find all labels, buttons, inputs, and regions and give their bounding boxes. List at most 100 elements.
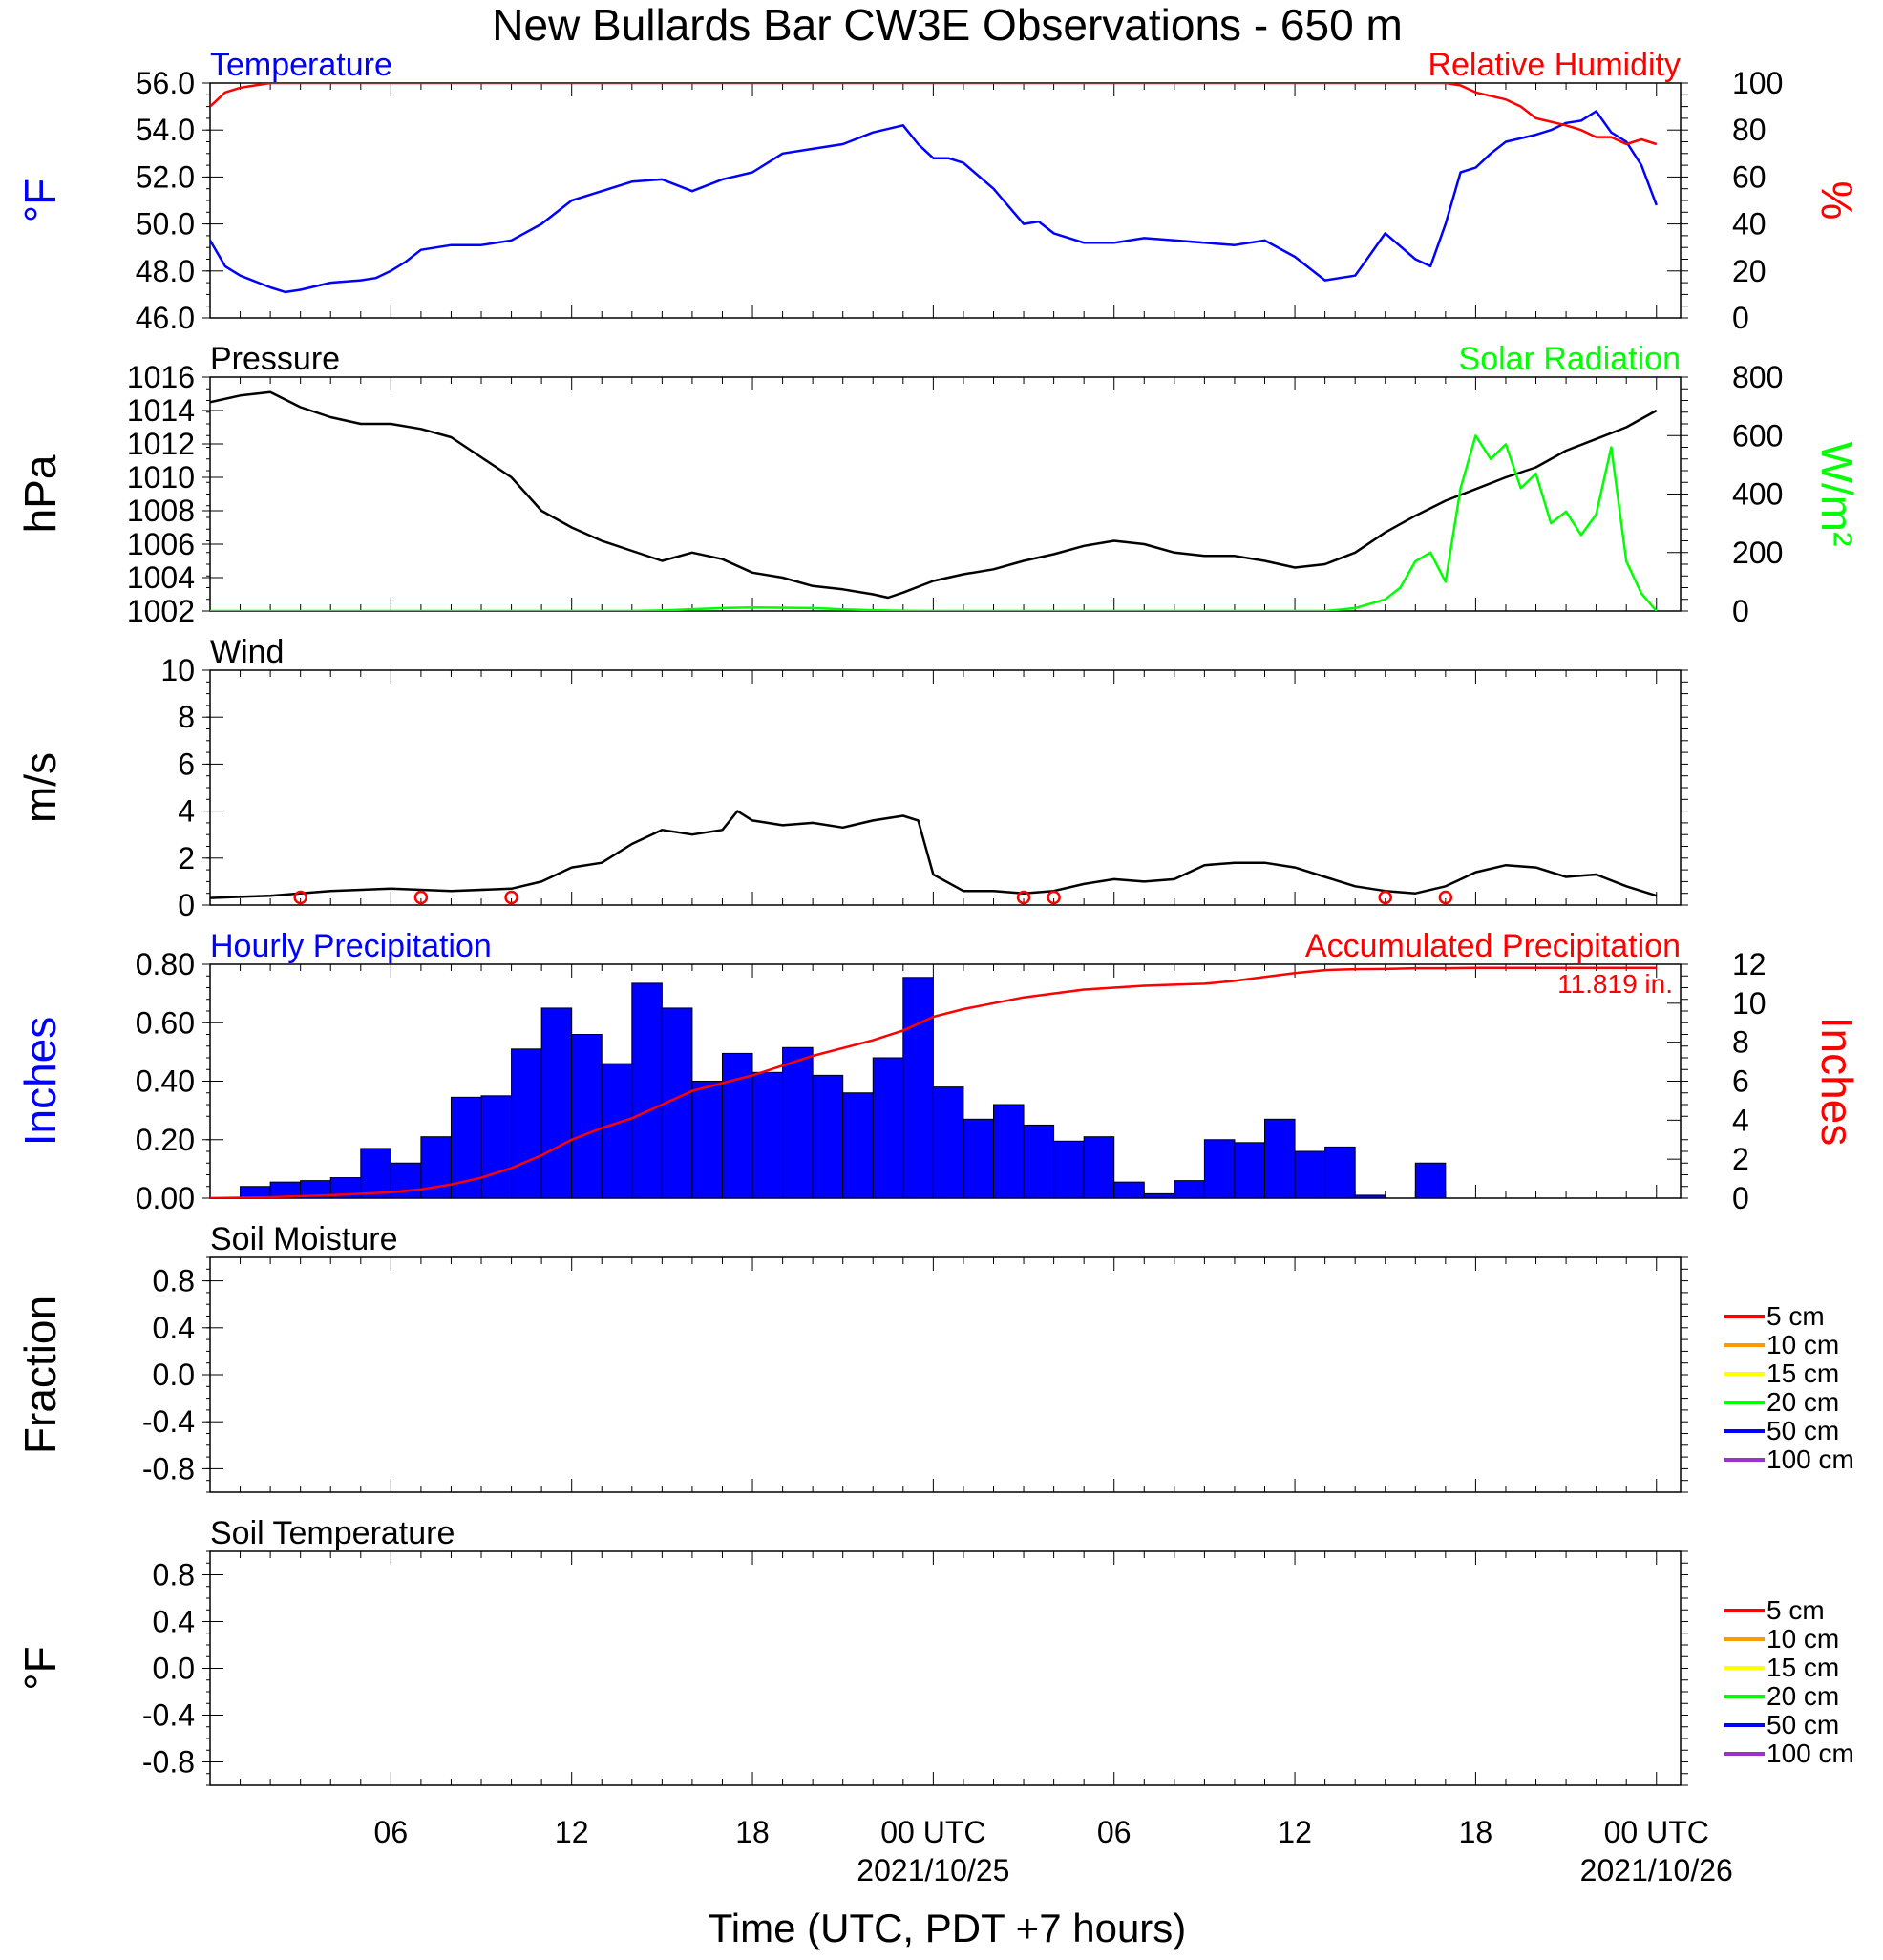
y-tick-label-right: 6 bbox=[1732, 1064, 1749, 1099]
y-tick-label-left: 0.4 bbox=[153, 1311, 195, 1345]
y-tick-label-left: 0.40 bbox=[136, 1064, 195, 1099]
y-tick-label-left: 50.0 bbox=[136, 207, 195, 242]
x-axis-label: Time (UTC, PDT +7 hours) bbox=[709, 1906, 1187, 1950]
calm-wind-marker bbox=[413, 890, 429, 905]
y-tick-label-left: 1010 bbox=[127, 460, 195, 495]
y-tick-label-right: 0 bbox=[1732, 594, 1749, 628]
precip-bar bbox=[480, 1095, 513, 1199]
legend-label: 10 cm bbox=[1767, 1330, 1839, 1359]
y-tick-label-left: 8 bbox=[178, 700, 195, 734]
x-tick-label: 18 bbox=[735, 1815, 770, 1849]
calm-wind-marker bbox=[1378, 890, 1392, 905]
y-axis-title-left: °F bbox=[15, 1646, 65, 1691]
y-tick-label-right: 100 bbox=[1732, 66, 1783, 100]
y-axis-title-left: hPa bbox=[15, 454, 65, 533]
y-axis-title-left: °F bbox=[15, 179, 65, 223]
y-tick-label-right: 0 bbox=[1732, 301, 1749, 335]
x-tick-label: 00 UTC bbox=[1604, 1815, 1709, 1849]
calm-wind-marker bbox=[504, 890, 518, 905]
precip-bar bbox=[1414, 1162, 1447, 1199]
y-tick-label-right: 400 bbox=[1732, 477, 1783, 512]
panel-label-left: Wind bbox=[210, 634, 284, 670]
legend-label: 10 cm bbox=[1767, 1624, 1839, 1654]
precip-bar bbox=[1354, 1194, 1386, 1199]
precip-bar bbox=[842, 1092, 874, 1199]
panel-label-left: Soil Temperature bbox=[210, 1515, 455, 1551]
y-tick-label-left: 0.4 bbox=[153, 1605, 195, 1639]
y-tick-label-left: -0.4 bbox=[142, 1404, 195, 1439]
y-tick-label-left: 1002 bbox=[127, 594, 195, 628]
y-tick-label-left: 0.80 bbox=[136, 947, 195, 981]
precip-bar bbox=[751, 1071, 784, 1199]
y-tick-label-left: 48.0 bbox=[136, 254, 195, 288]
y-axis-title-left: Inches bbox=[15, 1017, 65, 1147]
y-tick-label-left: -0.4 bbox=[142, 1698, 195, 1733]
plot-frame bbox=[209, 82, 1682, 319]
legend-label: 100 cm bbox=[1767, 1444, 1854, 1474]
legend-label: 50 cm bbox=[1767, 1416, 1839, 1445]
precip-bar bbox=[1143, 1192, 1175, 1199]
y-tick-label-right: 800 bbox=[1732, 360, 1783, 394]
y-tick-label-right: 0 bbox=[1732, 1181, 1749, 1215]
precip-bar bbox=[1234, 1142, 1266, 1199]
panel-precipitation: 0.00 0.20 0.40 0.60 0.80 0 2 4 6 8 10 12 Hourly Prec… bbox=[15, 928, 1862, 1215]
precip-bar bbox=[1174, 1180, 1205, 1199]
calm-wind-marker bbox=[293, 890, 307, 905]
precip-bar bbox=[992, 1104, 1025, 1199]
legend-label: 5 cm bbox=[1767, 1595, 1825, 1625]
precip-bar bbox=[571, 1034, 603, 1199]
precip-bar bbox=[1294, 1150, 1326, 1199]
series-line-temperature-1 bbox=[210, 83, 1658, 146]
y-axis-title-right: % bbox=[1812, 181, 1862, 221]
calm-wind-marker bbox=[1438, 890, 1453, 905]
y-tick-label-right: 20 bbox=[1732, 254, 1767, 288]
precip-bar bbox=[1113, 1181, 1145, 1199]
y-tick-label-left: 0.8 bbox=[153, 1558, 195, 1592]
x-tick-date-label: 2021/10/25 bbox=[857, 1853, 1009, 1887]
x-tick-date-label: 2021/10/26 bbox=[1580, 1853, 1733, 1887]
y-tick-label-right: 60 bbox=[1732, 159, 1767, 194]
legend-label: 20 cm bbox=[1767, 1387, 1839, 1417]
accumulated-precip-line bbox=[210, 966, 1657, 1198]
y-tick-label-left: 1016 bbox=[127, 360, 195, 394]
precip-bar bbox=[902, 977, 934, 1199]
calm-wind-marker bbox=[1047, 890, 1061, 905]
y-tick-label-left: 0.20 bbox=[136, 1123, 195, 1157]
x-tick-label: 06 bbox=[374, 1815, 409, 1849]
y-tick-label-left: 6 bbox=[178, 747, 195, 781]
y-tick-label-right: 40 bbox=[1732, 207, 1767, 242]
precip-bar bbox=[1324, 1146, 1356, 1199]
y-tick-label-left: 4 bbox=[178, 794, 195, 829]
y-tick-label-left: 2 bbox=[178, 841, 195, 875]
y-tick-label-left: 1014 bbox=[127, 393, 195, 428]
panel-label-right: Accumulated Precipitation bbox=[1305, 928, 1681, 964]
precip-bar bbox=[511, 1048, 542, 1199]
precip-bar bbox=[1203, 1139, 1236, 1199]
precip-bar bbox=[1053, 1140, 1085, 1199]
y-tick-label-left: 1008 bbox=[127, 494, 195, 528]
precip-bar bbox=[872, 1057, 904, 1199]
y-tick-label-left: 10 bbox=[160, 653, 195, 687]
panel-label-left: Pressure bbox=[210, 341, 340, 377]
series-line-wind-0 bbox=[210, 810, 1658, 899]
y-tick-label-left: 0.60 bbox=[136, 1005, 195, 1040]
panel-temperature: 46.0 48.0 50.0 52.0 54.0 56.0 0 20 40 60 80 100 Temp… bbox=[15, 47, 1862, 335]
precip-bar bbox=[691, 1081, 723, 1199]
legend-label: 50 cm bbox=[1767, 1710, 1839, 1739]
y-tick-label-left: 1012 bbox=[127, 427, 195, 461]
y-axis-title-right: W/m² bbox=[1812, 442, 1862, 547]
y-tick-label-left: 56.0 bbox=[136, 66, 195, 100]
accumulated-total-label: 11.819 in. bbox=[1557, 969, 1673, 999]
series-line-temperature-0 bbox=[210, 110, 1658, 294]
x-tick-label: 12 bbox=[555, 1815, 589, 1849]
panel-label-left: Hourly Precipitation bbox=[210, 928, 492, 964]
y-tick-label-left: 0.0 bbox=[153, 1652, 195, 1686]
legend-label: 5 cm bbox=[1767, 1301, 1825, 1331]
y-tick-label-right: 2 bbox=[1732, 1142, 1749, 1176]
x-tick-label: 18 bbox=[1459, 1815, 1493, 1849]
y-tick-label-right: 12 bbox=[1732, 947, 1767, 981]
precip-bar bbox=[601, 1063, 633, 1199]
x-tick-label: 00 UTC bbox=[880, 1815, 985, 1849]
